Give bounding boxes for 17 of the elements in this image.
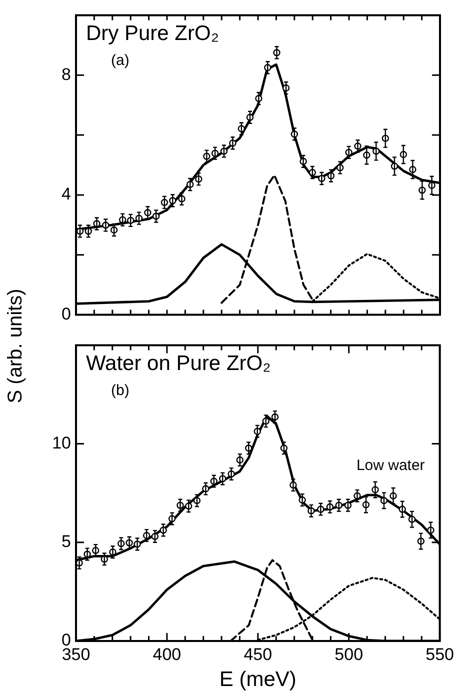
y-tick-label: 0 bbox=[62, 304, 71, 324]
x-tick-label: 500 bbox=[334, 644, 364, 664]
x-tick-label: 450 bbox=[244, 644, 272, 664]
y-axis-title: S (arb. units) bbox=[4, 288, 28, 404]
x-axis-title: E (meV) bbox=[219, 668, 296, 692]
x-tick-label: 550 bbox=[426, 644, 454, 664]
chart-title: Dry Pure ZrO₂ bbox=[86, 22, 219, 46]
y-tick-label: 8 bbox=[62, 64, 71, 84]
y-tick-label: 4 bbox=[62, 184, 71, 204]
annotation: (a) bbox=[111, 52, 130, 70]
x-tick-label: 400 bbox=[152, 644, 182, 664]
annotation: (b) bbox=[111, 382, 130, 400]
x-tick-label: 350 bbox=[62, 644, 90, 664]
annotation: Low water bbox=[356, 457, 425, 474]
chart-title: Water on Pure ZrO₂ bbox=[86, 352, 271, 376]
y-tick-label: 5 bbox=[62, 532, 71, 552]
y-tick-label: 10 bbox=[52, 433, 71, 452]
